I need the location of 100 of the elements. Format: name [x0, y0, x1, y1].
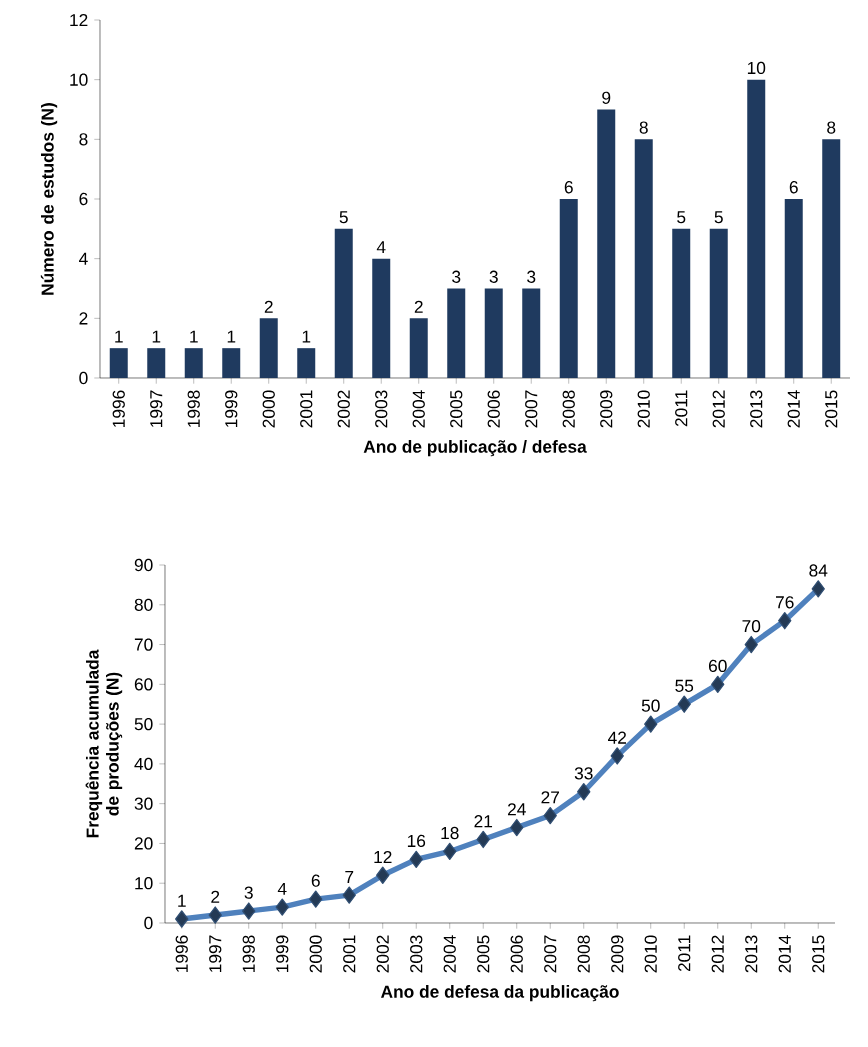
- x-tick-label: 2008: [562, 390, 575, 428]
- data-label: 21: [474, 815, 493, 828]
- data-label: 1: [178, 894, 186, 907]
- data-label: 5: [677, 211, 686, 224]
- x-tick-label: 1999: [276, 935, 289, 972]
- data-label: 3: [244, 886, 253, 899]
- data-label: 2: [211, 890, 220, 903]
- bar: [597, 109, 616, 378]
- x-tick-label: 2001: [300, 390, 313, 428]
- y-tick-label: 70: [134, 638, 153, 651]
- y-tick-label: 80: [134, 598, 153, 611]
- bar: [259, 318, 278, 378]
- x-tick-label: 1997: [150, 390, 163, 427]
- x-tick-label: 2007: [544, 935, 557, 973]
- x-tick-label: 2006: [487, 390, 500, 428]
- x-tick-label: 2011: [675, 390, 688, 427]
- data-label: 4: [277, 882, 287, 895]
- bar: [634, 139, 653, 378]
- data-label: 9: [602, 91, 611, 104]
- y-axis-title: Frequência acumulada de produções (N): [85, 649, 123, 838]
- bar: [109, 348, 128, 378]
- bar: [409, 318, 428, 378]
- x-tick-label: 2014: [778, 935, 791, 973]
- data-label: 16: [407, 834, 426, 848]
- x-tick-label: 2011: [678, 935, 691, 972]
- data-label: 3: [489, 270, 498, 283]
- data-label: 1: [152, 330, 161, 343]
- y-tick-label: 0: [144, 916, 153, 930]
- bar: [484, 288, 503, 378]
- x-tick-label: 2000: [309, 935, 322, 973]
- y-tick-label: 20: [134, 837, 153, 850]
- y-tick-label: 6: [79, 192, 88, 206]
- x-tick-label: 1996: [175, 935, 188, 972]
- data-label: 42: [608, 731, 626, 744]
- y-axis-title: Número de estudos (N): [40, 103, 58, 295]
- bar: [559, 199, 578, 378]
- data-label: 3: [452, 270, 461, 283]
- data-label: 76: [776, 596, 794, 609]
- data-label: 6: [789, 181, 798, 194]
- data-label: 50: [641, 699, 660, 712]
- x-tick-label: 2015: [825, 390, 838, 428]
- y-tick-label: 30: [134, 797, 153, 810]
- x-tick-label: 2012: [712, 390, 725, 428]
- y-tick-label: 0: [79, 371, 88, 385]
- x-tick-label: 2010: [637, 390, 650, 428]
- data-label: 84: [809, 564, 828, 577]
- bar: [184, 348, 203, 378]
- y-tick-label: 8: [79, 133, 88, 146]
- x-tick-label: 2000: [262, 390, 275, 428]
- data-label: 5: [714, 211, 723, 224]
- bar: [372, 258, 391, 378]
- data-label: 6: [564, 181, 573, 194]
- y-tick-label: 10: [135, 877, 153, 890]
- x-tick-label: 2003: [410, 935, 423, 973]
- data-label: 7: [345, 870, 354, 883]
- x-tick-label: 2004: [412, 390, 425, 428]
- x-tick-label: 2010: [644, 935, 657, 973]
- x-tick-label: 2001: [343, 935, 356, 973]
- x-tick-label: 2013: [750, 390, 763, 428]
- x-tick-label: 2003: [375, 390, 388, 428]
- data-label: 24: [507, 803, 526, 816]
- x-tick-label: 2008: [577, 935, 590, 973]
- x-tick-label: 2006: [510, 935, 523, 973]
- bar: [297, 348, 316, 378]
- x-tick-label: 1998: [242, 935, 255, 972]
- data-label: 1: [115, 330, 123, 343]
- bar: [522, 288, 541, 378]
- x-tick-label: 2004: [443, 935, 456, 973]
- x-axis-title: Ano de publicação / defesa: [363, 440, 587, 457]
- x-tick-label: 1997: [209, 935, 222, 972]
- data-label: 1: [190, 330, 198, 343]
- data-label: 2: [414, 300, 423, 313]
- bar: [822, 139, 841, 378]
- data-label: 5: [339, 211, 348, 224]
- x-tick-label: 1996: [112, 390, 125, 427]
- x-tick-label: 2013: [745, 935, 758, 973]
- y-tick-label: 10: [70, 73, 88, 86]
- x-axis-title: Ano de defesa da publicação: [381, 985, 619, 1002]
- data-label: 6: [311, 874, 320, 887]
- bar: [784, 199, 803, 378]
- bar: [672, 228, 691, 378]
- data-label: 8: [827, 121, 836, 134]
- bar: [709, 228, 728, 378]
- data-label: 70: [742, 620, 761, 633]
- x-tick-label: 2009: [611, 935, 624, 973]
- x-tick-label: 2005: [450, 390, 463, 428]
- y-tick-label: 2: [79, 312, 88, 325]
- x-tick-label: 2005: [477, 935, 490, 973]
- y-tick-label: 12: [70, 13, 88, 27]
- bar: [222, 348, 241, 378]
- data-label: 60: [708, 659, 727, 673]
- x-tick-label: 2002: [337, 390, 350, 428]
- x-tick-label: 2012: [711, 935, 724, 973]
- y-tick-label: 40: [134, 757, 153, 771]
- x-tick-label: 2014: [787, 390, 800, 428]
- data-label: 4: [376, 241, 386, 254]
- x-tick-label: 1999: [225, 390, 238, 427]
- x-tick-label: 2007: [525, 390, 538, 428]
- bar: [147, 348, 166, 378]
- y-tick-label: 4: [79, 252, 88, 265]
